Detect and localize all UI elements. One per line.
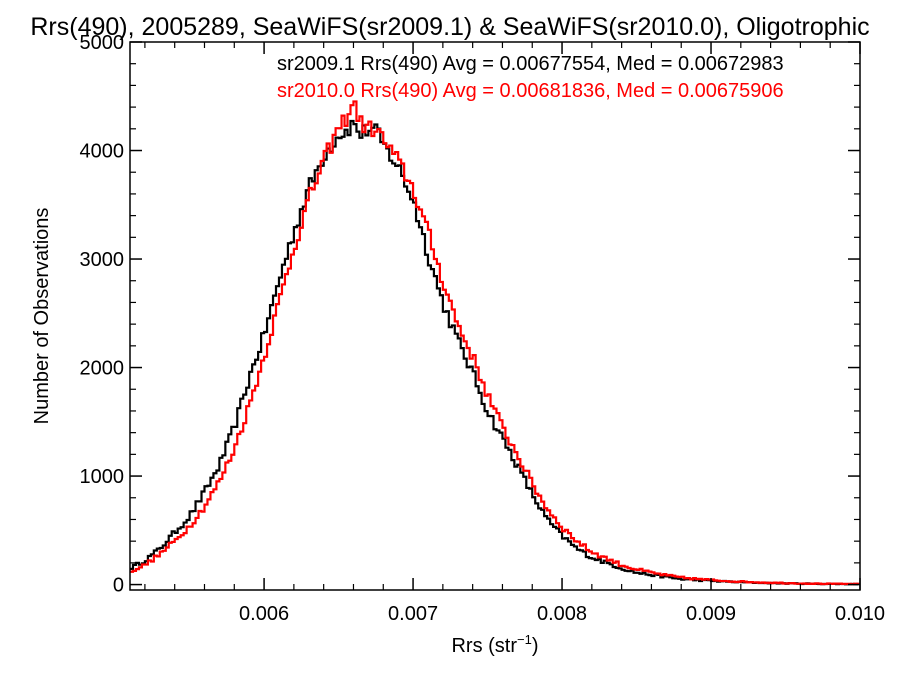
x-axis-label-sup: −1: [517, 632, 532, 647]
y-tick-label: 5000: [80, 32, 125, 54]
series-line-sr2010.0: [130, 100, 860, 586]
y-tick-label: 0: [113, 575, 124, 597]
legend-entry-sr2009: sr2009.1 Rrs(490) Avg = 0.00677554, Med …: [277, 53, 784, 75]
chart-title: Rrs(490), 2005289, SeaWiFS(sr2009.1) & S…: [30, 13, 869, 41]
legend: sr2009.1 Rrs(490) Avg = 0.00677554, Med …: [277, 53, 784, 102]
x-tick-label: 0.006: [239, 603, 289, 625]
y-tick-label: 4000: [80, 141, 125, 163]
x-tick-label: 0.009: [686, 603, 736, 625]
plot-frame: [129, 41, 861, 591]
x-axis-label-text: Rrs (str: [451, 635, 517, 657]
y-tick-label: 2000: [80, 358, 125, 380]
y-axis-label: Number of Observations: [31, 208, 53, 425]
legend-entry-sr2010: sr2010.0 Rrs(490) Avg = 0.00681836, Med …: [277, 80, 784, 102]
x-tick-label: 0.007: [388, 603, 438, 625]
x-tick-label: 0.010: [835, 603, 885, 625]
x-axis-label-close: ): [532, 635, 539, 657]
x-tick-label: 0.008: [537, 603, 587, 625]
y-tick-label: 1000: [80, 466, 125, 488]
series-layer: [130, 100, 860, 586]
x-axis-label: Rrs (str−1): [451, 632, 538, 657]
y-tick-label: 3000: [80, 249, 125, 271]
axes-layer: 0.006 0.007 0.008 0.009 0.010 0 1000 2000 3000 40…: [80, 32, 886, 625]
